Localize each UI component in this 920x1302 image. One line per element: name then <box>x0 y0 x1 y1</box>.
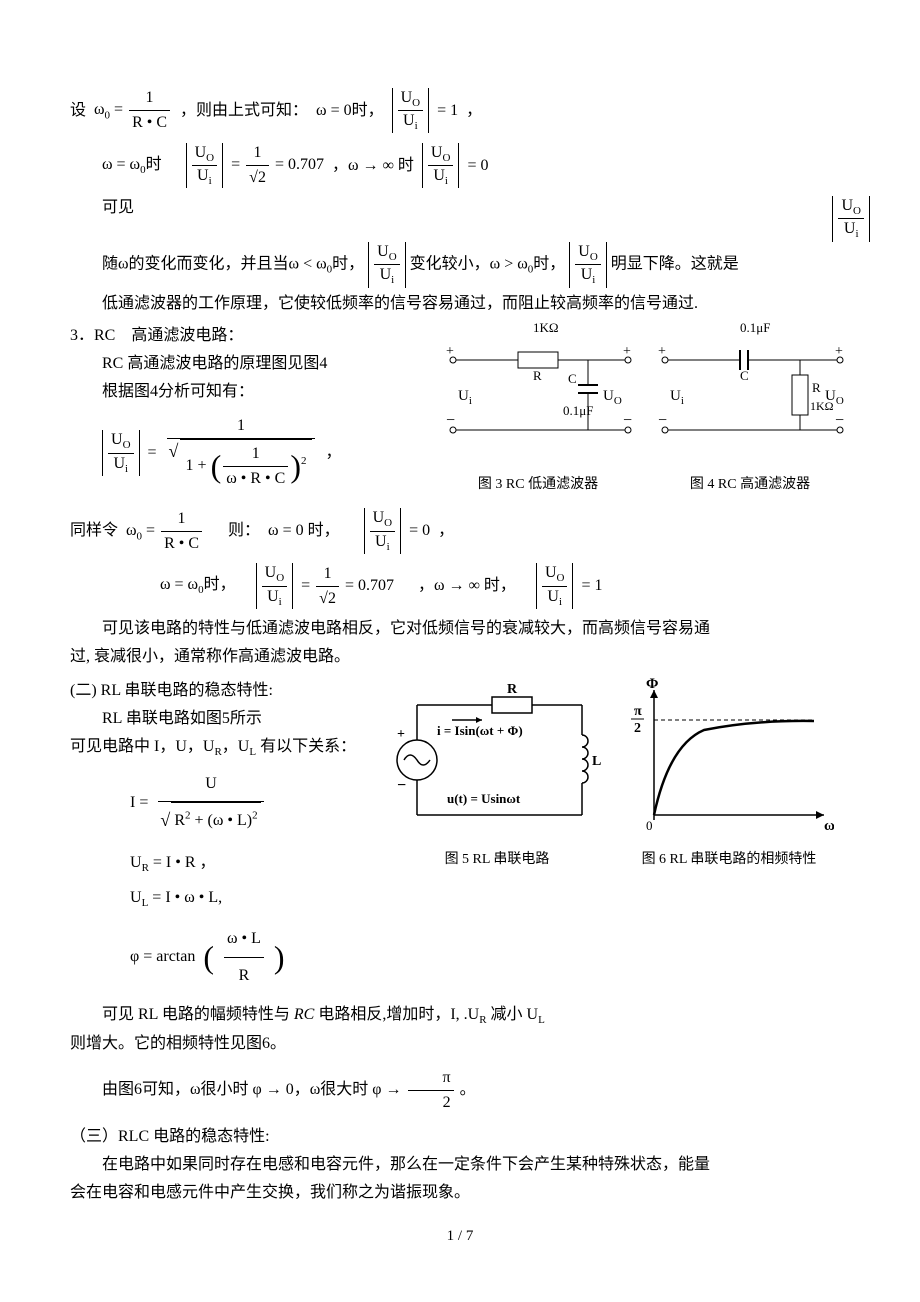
text: ，则由上式可知： <box>180 99 308 123</box>
uo-label: UO <box>603 388 622 407</box>
w0-cond: ω = 0时， <box>316 99 384 123</box>
ratio-abs: UOUi <box>422 143 460 189</box>
section-3: 3．RC 高通滤波电路： RC 高通滤波电路的原理图见图4 根据图4分析可知有：… <box>70 320 850 499</box>
fig4-caption: 图 4 RC 高通滤波器 <box>650 474 850 495</box>
rlc-title: （三）RLC 电路的稳态特性: <box>70 1125 850 1149</box>
plus-icon: + <box>397 727 405 742</box>
r-label: R <box>507 682 518 697</box>
minus-icon: − <box>446 412 455 429</box>
text: 同样令 <box>70 519 118 543</box>
plus-icon: + <box>835 344 843 359</box>
circuit-low-pass: 1KΩ R C 0.1μF <box>438 320 638 470</box>
omega0-lhs: ω0 = 1R • C <box>94 86 172 135</box>
plus-icon: + <box>623 344 631 359</box>
r-label: R <box>812 380 821 395</box>
eq-1: = 1 <box>437 99 458 123</box>
ratio-abs: UOUi <box>256 563 294 609</box>
ratio-abs: UOUi <box>102 430 140 476</box>
comma: ， <box>466 99 482 123</box>
text: 则： <box>228 519 260 543</box>
visible-line: 可见 UOUi <box>70 196 850 220</box>
para-hp2: 过, 衰减很小，通常称作高通滤波电路。 <box>70 645 850 669</box>
figure-3: 1KΩ R C 0.1μF <box>438 320 638 495</box>
fig3-caption: 图 3 RC 低通滤波器 <box>438 474 638 495</box>
figures-3-4: 1KΩ R C 0.1μF <box>438 320 850 495</box>
i-eq: i = Isin(ωt + Φ) <box>437 723 523 738</box>
hp-eq: UOUi = 1 1 + (1ω • R • C)2 ， <box>70 414 426 493</box>
minus-icon: − <box>835 412 844 429</box>
c-label: C <box>740 368 749 383</box>
figure-4: 0.1μF C R 1KΩ + <box>650 320 850 495</box>
figure-5: R L + − <box>382 675 612 870</box>
origin-label: 0 <box>646 818 653 833</box>
rl-title: (二) RL 串联电路的稳态特性: <box>70 679 370 703</box>
ratio-abs: UOUi <box>368 242 406 288</box>
sec3-l2: 根据图4分析可知有： <box>70 380 426 404</box>
rl-equations: I = U R2 + (ω • L)2 UR = I • R ， UL = I … <box>130 766 370 993</box>
c-value: 0.1μF <box>740 320 770 335</box>
para-sui: 随ω的变化而变化，并且当ω < ω0时， UOUi 变化较小，ω > ω0时， … <box>70 242 850 288</box>
para-low: 低通滤波器的工作原理，它使较低频率的信号容易通过，而阻止较高频率的信号通过. <box>70 292 850 316</box>
ratio-abs-right: UOUi <box>832 196 870 242</box>
pi-label: π <box>634 704 642 719</box>
eq-line-2: ω = ω0时 UOUi = 1√2 = 0.707 ，ω → ∞ 时 UOUi… <box>70 141 850 190</box>
para-hp1: 可见该电路的特性与低通滤波电路相反，它对低频信号的衰减较大，而高频信号容易通 <box>70 617 850 641</box>
rl-l1: RL 串联电路如图5所示 <box>70 707 370 731</box>
c-label: C <box>568 371 577 386</box>
sec3-title: 3．RC 高通滤波电路： <box>70 324 426 348</box>
phase-chart: Φ ω 0 π 2 <box>624 675 834 845</box>
sec3-l1: RC 高通滤波电路的原理图见图4 <box>70 352 426 376</box>
r-label: R <box>533 368 542 383</box>
ui-label: Ui <box>458 388 472 407</box>
omega-label: ω <box>824 818 834 834</box>
ui-label: Ui <box>670 388 684 407</box>
para-fig6: 由图6可知，ω很小时 φ → 0，ω很大时 φ → π2 。 <box>70 1066 850 1115</box>
para-rlc2: 会在电容和电感元件中产生交换，我们称之为谐振现象。 <box>70 1181 850 1205</box>
ratio-abs: UOUi <box>392 88 430 134</box>
ratio-abs: UOUi <box>186 143 224 189</box>
circuit-high-pass: 0.1μF C R 1KΩ + <box>650 320 850 470</box>
w-inf: ，ω → ∞ 时 <box>332 154 414 178</box>
para-rl1: 可见 RL 电路的幅频特性与 RC 电路相反,增加时，I, .UR 减小 UL <box>70 1003 850 1029</box>
eq-frac: = 1√2 = 0.707 <box>231 141 324 190</box>
page: 设 ω0 = 1R • C ，则由上式可知： ω = 0时， UOUi = 1 … <box>0 0 920 1288</box>
para-rlc1: 在电路中如果同时存在电感和电容元件，那么在一定条件下会产生某种特殊状态，能量 <box>70 1153 850 1177</box>
text: 设 <box>70 99 86 123</box>
r-value: 1KΩ <box>533 320 559 335</box>
eq-0: = 0 <box>467 154 488 178</box>
same-let-line2: ω = ω0时， UOUi = 1√2 = 0.707 ，ω → ∞ 时， UO… <box>160 562 850 611</box>
fig6-caption: 图 6 RL 串联电路的相频特性 <box>624 849 834 870</box>
minus-icon: − <box>623 412 632 429</box>
rl-l2: 可见电路中 I，U，UR，UL 有以下关系： <box>70 735 370 761</box>
phi-label: Φ <box>646 676 658 692</box>
rl-circuit: R L + − <box>382 675 612 845</box>
plus-icon: + <box>446 344 454 359</box>
plus-icon: + <box>658 344 666 359</box>
para-rl2: 则增大。它的相频特性见图6。 <box>70 1032 850 1056</box>
figure-6: Φ ω 0 π 2 图 6 RL 串联电路的相频特性 <box>624 675 834 870</box>
page-number: 1 / 7 <box>70 1225 850 1248</box>
visible-text: 可见 <box>70 196 134 220</box>
fig5-caption: 图 5 RL 串联电路 <box>382 849 612 870</box>
ratio-abs: UOUi <box>569 242 607 288</box>
figures-5-6: R L + − <box>382 675 834 870</box>
two-label: 2 <box>634 721 641 736</box>
c-value: 0.1μF <box>563 403 593 418</box>
u-eq: u(t) = Usinωt <box>447 791 521 806</box>
cond: ω = 0 时， <box>268 519 340 543</box>
ratio-abs: UOUi <box>364 508 402 554</box>
section-rl: (二) RL 串联电路的稳态特性: RL 串联电路如图5所示 可见电路中 I，U… <box>70 675 850 999</box>
eq-line-1: 设 ω0 = 1R • C ，则由上式可知： ω = 0时， UOUi = 1 … <box>70 86 850 135</box>
minus-icon: − <box>397 777 406 794</box>
ratio-abs: UOUi <box>536 563 574 609</box>
minus-icon: − <box>658 412 667 429</box>
l-label: L <box>592 754 601 769</box>
w-w0: ω = ω0时 <box>102 153 162 179</box>
same-let-line: 同样令 ω0 = 1R • C 则： ω = 0 时， UOUi = 0 ， <box>70 507 850 556</box>
